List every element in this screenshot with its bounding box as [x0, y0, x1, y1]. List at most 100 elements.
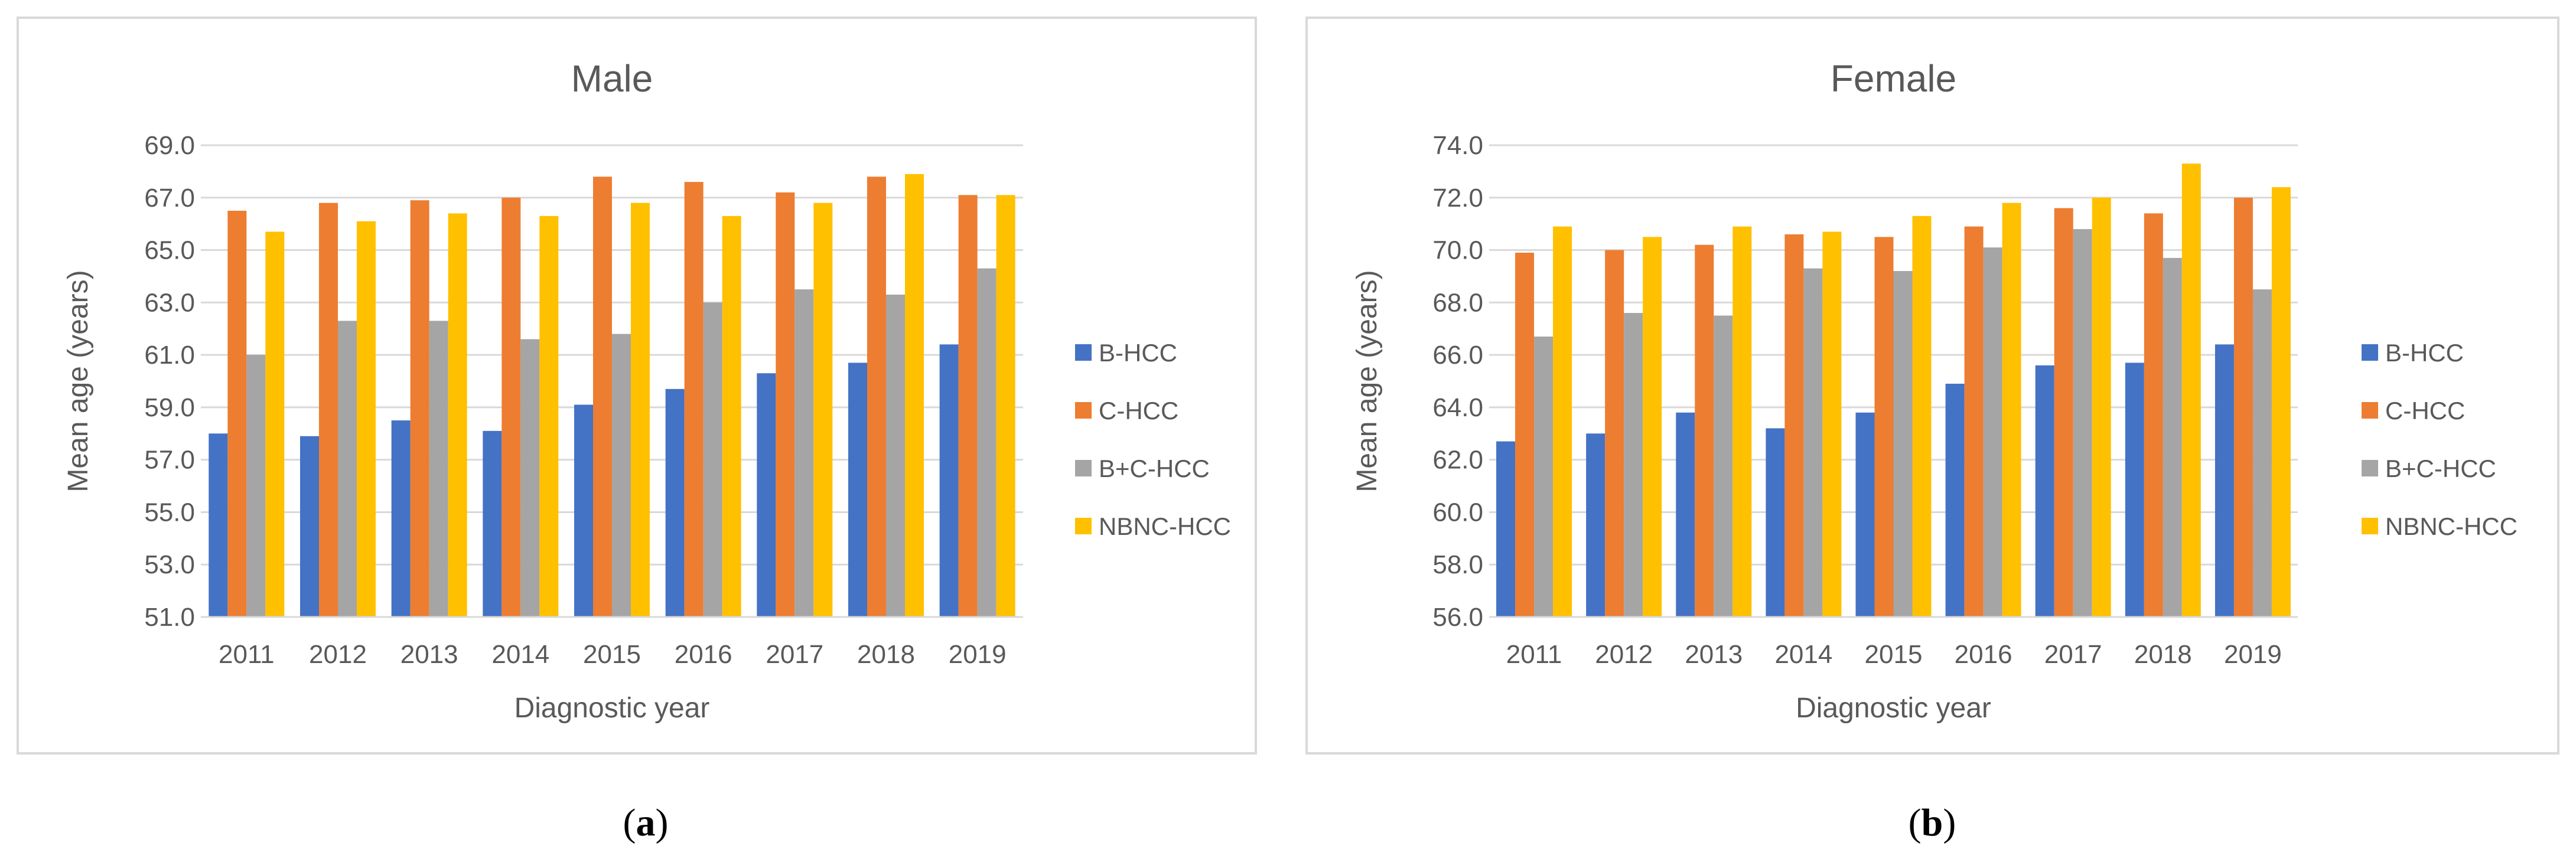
caption-letter: b — [1922, 801, 1943, 844]
bar-c-hcc-2016 — [1964, 226, 1984, 617]
bar-b-hcc-2019 — [2214, 344, 2234, 617]
y-tick-label: 66.0 — [1432, 341, 1483, 370]
bar-nbnc-hcc-2011 — [265, 231, 285, 617]
y-tick-label: 72.0 — [1432, 184, 1483, 213]
x-tick-label: 2015 — [1865, 640, 1923, 669]
bar-b-hcc-2011 — [1496, 441, 1516, 617]
x-tick-label: 2014 — [491, 640, 549, 669]
y-tick-label: 53.0 — [144, 550, 195, 579]
bar-b-hcc-2013 — [1676, 412, 1695, 617]
bar-b-hcc-2016 — [1945, 383, 1965, 617]
legend-label: B+C-HCC — [2385, 455, 2496, 482]
y-tick-label: 68.0 — [1432, 288, 1483, 317]
bar-c-hcc-2011 — [227, 210, 247, 617]
x-tick-label: 2013 — [400, 640, 458, 669]
bar-bplusc-hcc-2018 — [886, 295, 905, 617]
y-axis-title: Mean age (years) — [63, 270, 94, 492]
y-tick-label: 56.0 — [1432, 603, 1483, 632]
x-tick-label: 2019 — [2224, 640, 2282, 669]
chart-title: Male — [571, 57, 653, 100]
panel-caption: (b) — [1909, 801, 1956, 844]
y-tick-label: 59.0 — [144, 393, 195, 422]
y-axis-title: Mean age (years) — [1351, 270, 1383, 492]
bar-bplusc-hcc-2014 — [1803, 268, 1823, 617]
bar-nbnc-hcc-2013 — [1732, 226, 1752, 617]
bar-c-hcc-2013 — [410, 200, 429, 617]
x-tick-label: 2016 — [675, 640, 732, 669]
bar-bplusc-hcc-2015 — [1893, 271, 1913, 618]
y-tick-label: 62.0 — [1432, 446, 1483, 475]
bar-b-hcc-2017 — [757, 373, 776, 617]
bar-c-hcc-2018 — [867, 177, 886, 617]
legend-label: C-HCC — [1099, 397, 1178, 425]
bar-bplusc-hcc-2013 — [1714, 315, 1733, 617]
y-tick-label: 57.0 — [144, 446, 195, 475]
bar-c-hcc-2016 — [684, 182, 704, 618]
x-tick-label: 2015 — [583, 640, 641, 669]
y-tick-label: 69.0 — [144, 131, 195, 160]
legend-swatch — [1075, 402, 1092, 419]
legend-swatch — [2362, 518, 2378, 534]
bar-nbnc-hcc-2015 — [1912, 216, 1932, 618]
bar-c-hcc-2013 — [1695, 244, 1714, 618]
bar-bplusc-hcc-2017 — [2073, 229, 2092, 617]
bar-nbnc-hcc-2013 — [448, 213, 467, 617]
bar-bplusc-hcc-2016 — [703, 302, 722, 617]
bar-bplusc-hcc-2012 — [1624, 313, 1643, 617]
bar-bplusc-hcc-2015 — [612, 334, 631, 617]
bar-nbnc-hcc-2017 — [2092, 197, 2111, 617]
caption-letter: a — [636, 801, 656, 844]
bar-nbnc-hcc-2016 — [722, 216, 741, 618]
y-tick-label: 74.0 — [1432, 131, 1483, 160]
y-tick-label: 60.0 — [1432, 498, 1483, 527]
x-tick-label: 2013 — [1685, 640, 1743, 669]
chart-title: Female — [1831, 57, 1956, 100]
x-tick-label: 2019 — [949, 640, 1007, 669]
bar-c-hcc-2014 — [1784, 234, 1804, 617]
bar-nbnc-hcc-2015 — [631, 203, 650, 618]
chart-frame — [1305, 17, 2559, 755]
bar-b-hcc-2012 — [300, 436, 319, 617]
legend-swatch — [2362, 402, 2378, 419]
chart-panel-female: 56.0 58.0 60.0 62.0 64.0 66.0 68.0 70.0 72.0 74.0… — [1305, 17, 2559, 844]
bar-bplusc-hcc-2016 — [1983, 247, 2002, 617]
y-tick-label: 51.0 — [144, 603, 195, 632]
caption-open-paren: ( — [623, 801, 636, 844]
y-tick-label: 64.0 — [1432, 393, 1483, 422]
bar-c-hcc-2011 — [1515, 252, 1535, 617]
legend-swatch — [2362, 460, 2378, 476]
legend: B-HCC C-HCC B+C-HCC NBNC-HCC — [2362, 339, 2518, 540]
bar-bplusc-hcc-2013 — [429, 321, 448, 617]
bar-nbnc-hcc-2011 — [1553, 226, 1572, 617]
bar-c-hcc-2017 — [2054, 208, 2073, 617]
bar-c-hcc-2012 — [319, 203, 338, 618]
y-tick-label: 67.0 — [144, 184, 195, 213]
x-tick-label: 2018 — [857, 640, 915, 669]
bar-c-hcc-2015 — [593, 177, 612, 617]
x-axis-title: Diagnostic year — [514, 693, 710, 724]
legend-swatch — [1075, 460, 1092, 476]
caption-open-paren: ( — [1909, 801, 1922, 844]
bar-nbnc-hcc-2019 — [2271, 187, 2291, 617]
x-tick-label: 2011 — [1506, 640, 1562, 669]
bar-c-hcc-2018 — [2144, 213, 2163, 617]
legend-swatch — [2362, 344, 2378, 361]
legend-swatch — [1075, 344, 1092, 361]
legend-label: B+C-HCC — [1099, 455, 1210, 482]
x-tick-label: 2017 — [2044, 640, 2102, 669]
bar-c-hcc-2019 — [2233, 197, 2253, 617]
bar-bplusc-hcc-2018 — [2163, 257, 2182, 618]
bar-c-hcc-2019 — [958, 195, 978, 618]
legend: B-HCC C-HCC B+C-HCC NBNC-HCC — [1075, 339, 1231, 540]
bar-nbnc-hcc-2016 — [2002, 203, 2021, 618]
legend-label: NBNC-HCC — [1099, 512, 1231, 540]
bar-bplusc-hcc-2011 — [246, 355, 266, 617]
y-tick-label: 70.0 — [1432, 236, 1483, 265]
bar-bplusc-hcc-2014 — [520, 339, 540, 617]
bar-b-hcc-2017 — [2035, 365, 2054, 617]
y-tick-label: 65.0 — [144, 236, 195, 265]
y-tick-label: 58.0 — [1432, 550, 1483, 579]
x-tick-label: 2012 — [1595, 640, 1653, 669]
y-tick-label: 63.0 — [144, 288, 195, 317]
caption-close-paren: ) — [656, 801, 669, 844]
